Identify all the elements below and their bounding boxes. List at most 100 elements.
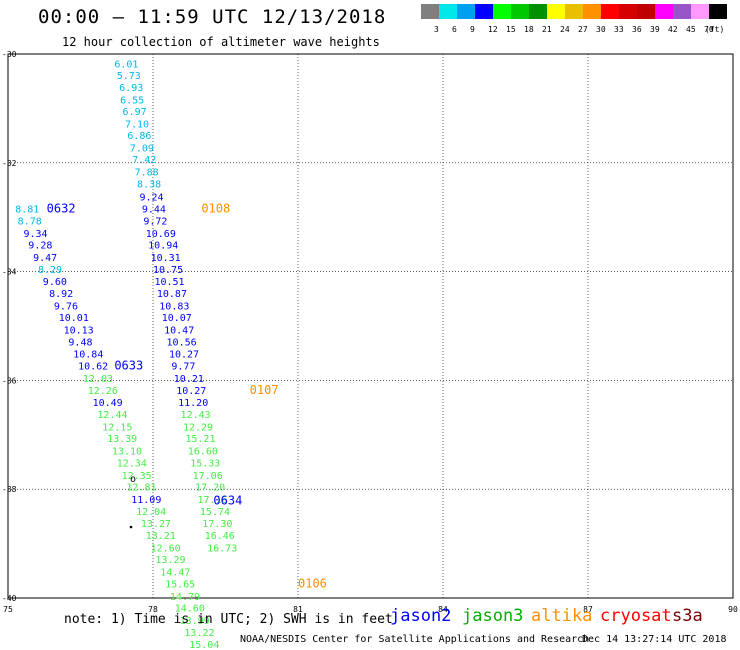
- wave-height-label: 17.16: [197, 495, 227, 506]
- wave-height-label: 9.48: [68, 338, 92, 349]
- wave-height-label: 10.62: [78, 362, 108, 373]
- lat-tick-label: -30: [2, 50, 17, 59]
- wave-height-label: 10.83: [159, 301, 189, 312]
- pass-time-label: 0632: [47, 201, 76, 215]
- wave-height-label: 15.21: [185, 434, 215, 445]
- marker-point: [129, 525, 133, 529]
- map-grid: [7, 53, 734, 599]
- wave-height-label: 6.93: [119, 83, 143, 94]
- wave-height-label: 10.87: [157, 289, 187, 300]
- scale-swatch: [601, 4, 619, 19]
- wave-height-label: 13.39: [107, 434, 137, 445]
- scale-label: 3: [434, 25, 439, 34]
- scale-label: 15: [506, 25, 516, 34]
- lon-tick-label: 78: [148, 605, 158, 614]
- wave-height-label: 12.35: [122, 471, 152, 482]
- scale-label: 21: [542, 25, 552, 34]
- pass-time-label: 0108: [201, 201, 230, 215]
- wave-height-label: 12.81: [126, 483, 156, 494]
- scale-label: 39: [650, 25, 660, 34]
- wave-height-label: 10.69: [146, 229, 176, 240]
- map-title: 00:00 — 11:59 UTC 12/13/2018: [38, 6, 387, 28]
- wave-height-label: 8.29: [38, 265, 62, 276]
- wave-height-label: 15.33: [190, 459, 220, 470]
- wave-height-label: 9.28: [28, 241, 52, 252]
- wave-height-label: 9.60: [43, 277, 67, 288]
- scale-swatch: [547, 4, 565, 19]
- wave-height-label: 7.10: [125, 119, 149, 130]
- pass-time-label: 0107: [250, 383, 279, 397]
- wave-height-label: 10.27: [169, 349, 199, 360]
- map-frame: [7, 53, 734, 599]
- scale-swatch: [619, 4, 637, 19]
- pass-time-labels: 0632 0108 0633 0107 0634 0106: [47, 201, 327, 590]
- wave-height-label: 12.60: [151, 543, 181, 554]
- lon-tick-label: 81: [293, 605, 303, 614]
- footer-timestamp: Dec 14 13:27:14 UTC 2018: [582, 634, 727, 645]
- scale-label: 45: [686, 25, 696, 34]
- wave-height-label: 10.47: [164, 325, 194, 336]
- wave-height-label: 7.09: [130, 143, 154, 154]
- wave-height-label: 10.94: [148, 241, 178, 252]
- lon-tick-label: 87: [583, 605, 593, 614]
- scale-label: 18: [524, 25, 534, 34]
- wave-height-label: 13.21: [146, 531, 176, 542]
- scale-label: 36: [632, 25, 642, 34]
- pass-time-label: 0633: [114, 359, 143, 373]
- wave-height-label: 13.27: [141, 519, 171, 530]
- wave-height-label: 13.99: [180, 616, 210, 627]
- wave-height-label: 14.47: [160, 567, 190, 578]
- pass-time-label: 0106: [298, 577, 327, 591]
- wave-height-label: 12.04: [136, 507, 166, 518]
- scale-label: 42: [668, 25, 678, 34]
- wave-height-label: 10.27: [176, 386, 206, 397]
- lat-tick-label: -32: [2, 159, 17, 168]
- satellite-cryosat: cryosat: [600, 606, 672, 626]
- scale-swatch: [673, 4, 691, 19]
- wave-height-label: 10.51: [154, 277, 184, 288]
- wave-height-label: 12.43: [181, 410, 211, 421]
- wave-height-label: 12.44: [97, 410, 127, 421]
- scale-label: 70: [704, 25, 714, 34]
- wave-height-label: 7.42: [132, 155, 156, 166]
- wave-height-label: 10.49: [93, 398, 123, 409]
- scale-label: 9: [470, 25, 475, 34]
- scale-swatch: [637, 4, 655, 19]
- scale-swatch: [511, 4, 529, 19]
- scale-label: 12: [488, 25, 498, 34]
- wave-height-label: 15.74: [200, 507, 230, 518]
- wave-height-label: 14.79: [170, 592, 200, 603]
- wave-height-label: 10.01: [59, 313, 89, 324]
- satellite-altika: altika: [531, 606, 593, 626]
- scale-label: 33: [614, 25, 624, 34]
- scale-swatch: [529, 4, 547, 19]
- wave-height-label: 9.76: [54, 301, 78, 312]
- wave-height-label: 16.46: [205, 531, 235, 542]
- wave-height-label: 8.78: [18, 217, 42, 228]
- scale-swatch: [709, 4, 727, 19]
- marker-dot: o: [130, 474, 136, 485]
- wave-height-label: 8.38: [137, 180, 161, 191]
- lon-tick-label: 84: [438, 605, 448, 614]
- scale-swatch: [475, 4, 493, 19]
- scale-swatch: [655, 4, 673, 19]
- wave-height-label: 16.73: [207, 543, 237, 554]
- wave-height-label: 6.55: [120, 96, 144, 107]
- satellite-jason2: jason2: [390, 606, 452, 626]
- wave-height-label: 6.97: [123, 107, 147, 118]
- map-subtitle: 12 hour collection of altimeter wave hei…: [62, 35, 380, 49]
- wave-height-label: 11.20: [178, 398, 208, 409]
- wave-height-label: 13.29: [155, 555, 185, 566]
- scale-swatch: [583, 4, 601, 19]
- pass-time-label: 0634: [213, 493, 242, 507]
- wave-height-label: 12.03: [83, 374, 113, 385]
- wave-height-label: 17.06: [193, 471, 223, 482]
- scale-label: 24: [560, 25, 570, 34]
- lat-tick-label: -34: [2, 268, 17, 277]
- wave-height-label: 12.34: [117, 459, 147, 470]
- satellite-s3a: s3a: [672, 606, 703, 626]
- wave-height-label: 6.01: [114, 59, 138, 70]
- scale-swatch: [421, 4, 439, 19]
- lat-tick-label: -36: [2, 376, 17, 385]
